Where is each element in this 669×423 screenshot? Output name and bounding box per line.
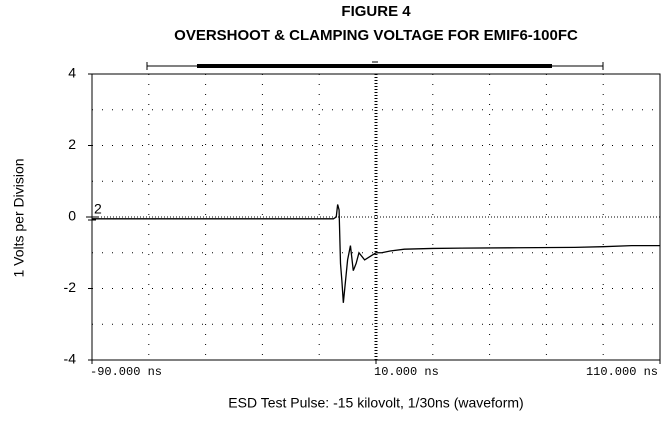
- x-tick-label: 10.000 ns: [374, 365, 439, 379]
- x-axis-label: ESD Test Pulse: -15 kilovolt, 1/30ns (wa…: [228, 395, 523, 411]
- x-tick-label: -90.000 ns: [90, 365, 162, 379]
- ground-symbol: [86, 216, 98, 223]
- y-tick-label: 0: [68, 208, 76, 224]
- y-tick-label: -2: [64, 279, 77, 295]
- x-tick-label: 110.000 ns: [586, 365, 658, 379]
- y-tick-label: 2: [68, 136, 76, 152]
- chart-title: FIGURE 4: [341, 3, 411, 20]
- waveform: [92, 204, 660, 303]
- record-bar: [146, 61, 604, 70]
- y-axis-label: 1 Volts per Division: [11, 158, 27, 277]
- y-tick-label: 4: [68, 65, 76, 81]
- channel-marker: 2: [94, 201, 102, 217]
- y-tick-label: -4: [64, 351, 77, 367]
- chart-subtitle: OVERSHOOT & CLAMPING VOLTAGE FOR EMIF6-1…: [174, 27, 578, 44]
